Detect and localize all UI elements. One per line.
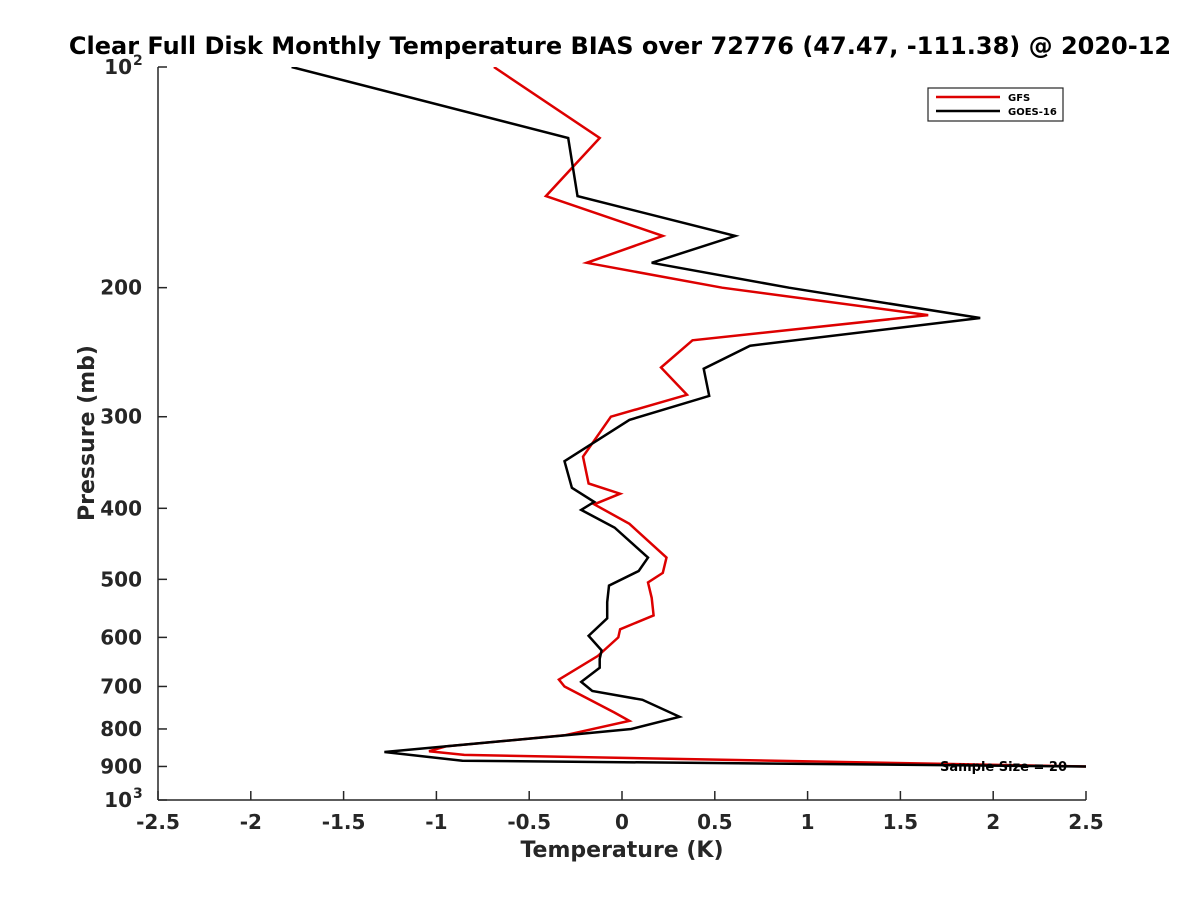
- x-tick-label: 1.5: [883, 810, 918, 834]
- legend-box: [927, 87, 1064, 122]
- x-tick-label: 0.5: [697, 810, 732, 834]
- x-tick-label: 0: [615, 810, 629, 834]
- legend-entry-gfs: GFS: [1008, 93, 1030, 104]
- x-tick-label: 2: [986, 810, 1000, 834]
- y-tick-label: 200: [100, 276, 142, 300]
- y-tick-label: 900: [100, 754, 142, 778]
- series-line-goes16: [291, 67, 1086, 768]
- chart-title: Clear Full Disk Monthly Temperature BIAS…: [69, 32, 1171, 60]
- y-tick-label-exponent: 2: [133, 53, 143, 69]
- legend: GFS GOES-16: [927, 87, 1064, 122]
- x-tick-label: -0.5: [507, 810, 551, 834]
- y-tick-label-exponent: 3: [133, 786, 143, 802]
- y-axis-label: Pressure (mb): [75, 345, 100, 521]
- y-tick-label: 300: [100, 405, 142, 429]
- plot-area: -2.5 -2 -1.5 -1 -0.5 0 0.5 1 1.5 2 2.5 10 220030040…: [100, 53, 1103, 834]
- x-axis-label: Temperature (K): [520, 838, 723, 863]
- y-tick-label: 800: [100, 717, 142, 741]
- x-ticks: -2.5 -2 -1.5 -1 -0.5 0 0.5 1 1.5 2 2.5: [136, 791, 1104, 834]
- series-layer: [291, 67, 1086, 768]
- legend-entry-goes16: GOES-16: [1008, 107, 1057, 118]
- x-tick-label: -1.5: [322, 810, 366, 834]
- x-tick-label: -1: [425, 810, 447, 834]
- sample-size-annotation: Sample Size = 20: [940, 760, 1067, 775]
- y-tick-label: 500: [100, 567, 142, 591]
- x-tick-label: -2: [240, 810, 262, 834]
- y-tick-label: 10: [104, 55, 132, 79]
- x-tick-label: 2.5: [1068, 810, 1103, 834]
- y-tick-label: 400: [100, 496, 142, 520]
- x-tick-label: 1: [801, 810, 815, 834]
- y-tick-label: 10: [104, 788, 132, 812]
- x-tick-label: -2.5: [136, 810, 180, 834]
- y-tick-label: 600: [100, 625, 142, 649]
- series-line-gfs: [428, 67, 1086, 768]
- y-tick-label: 700: [100, 674, 142, 698]
